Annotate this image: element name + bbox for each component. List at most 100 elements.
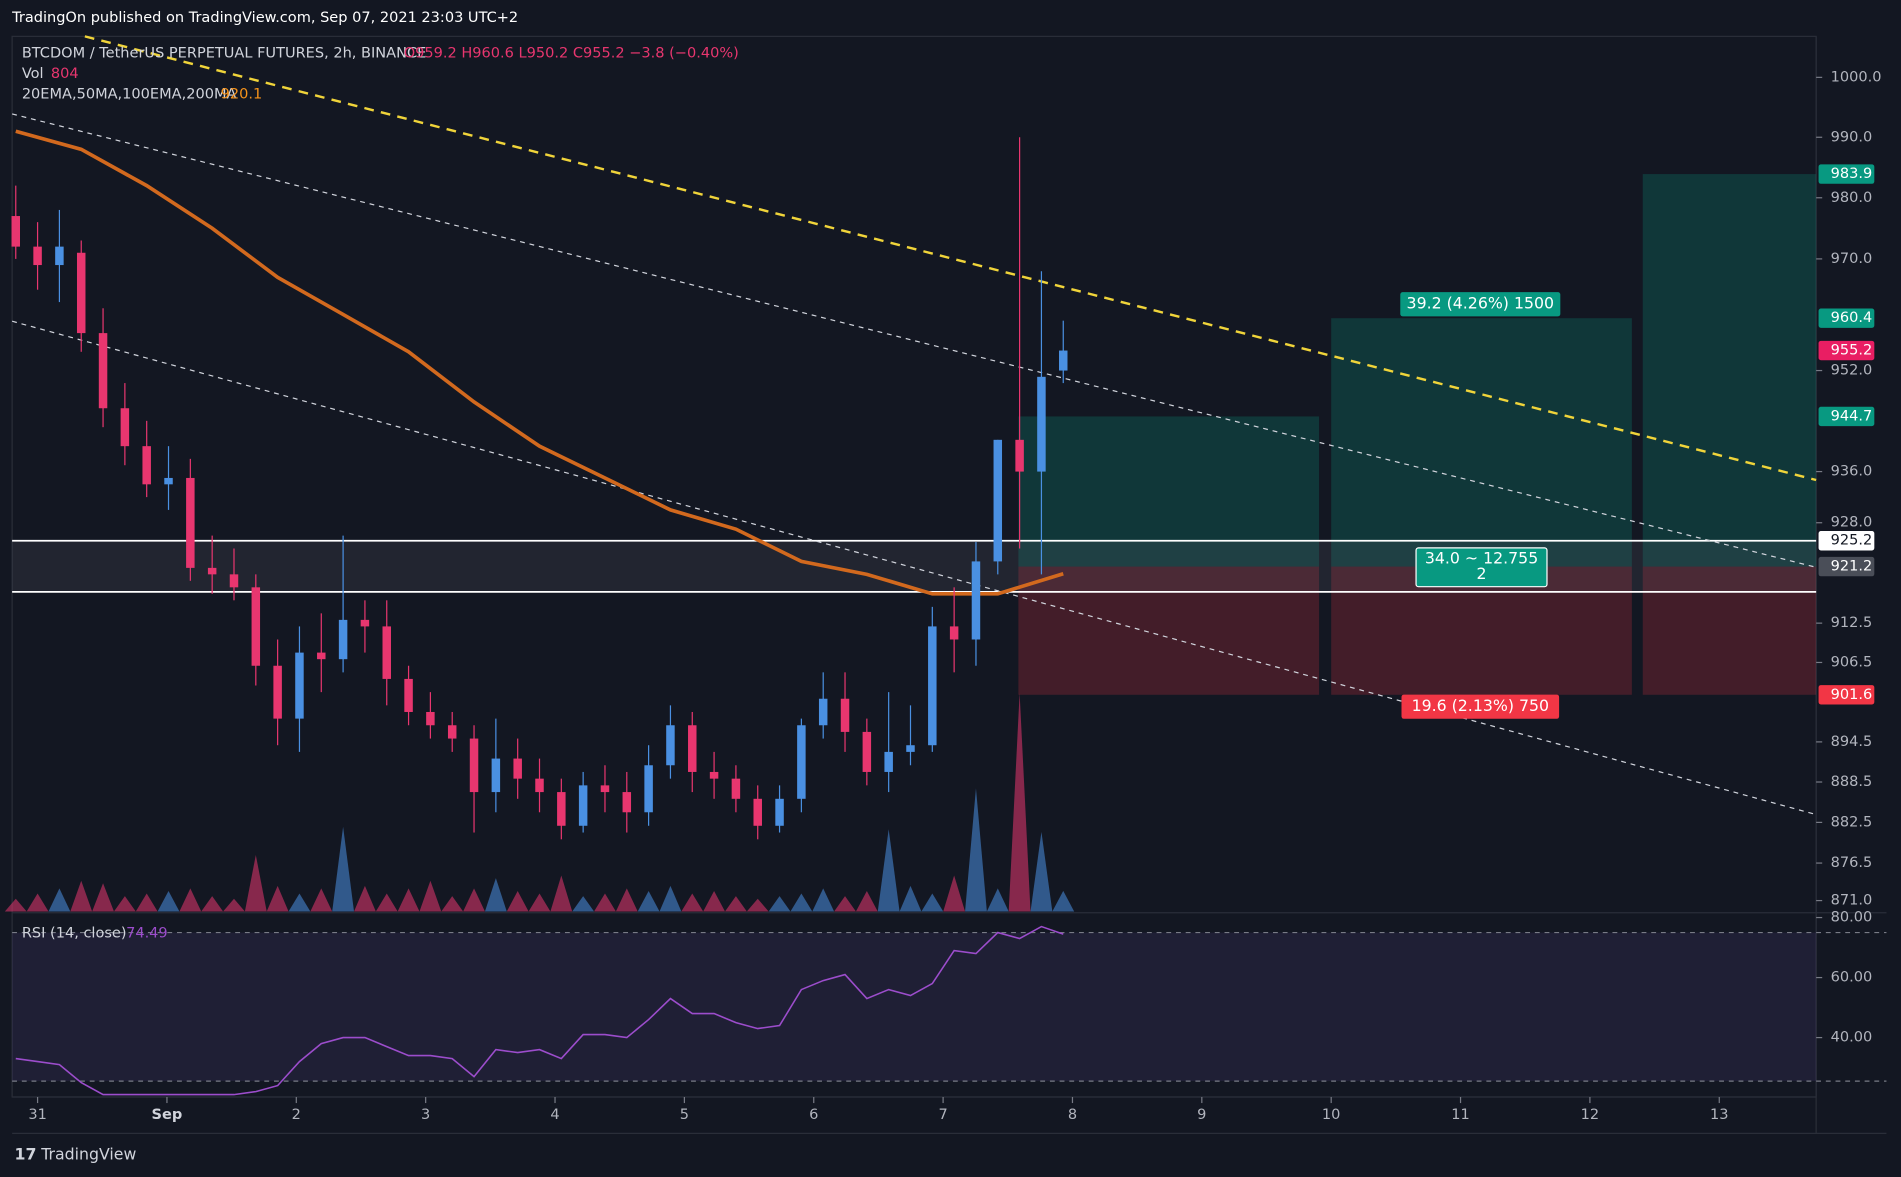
candle-body	[535, 778, 544, 793]
rsi-tick-label: 40.00	[1831, 1030, 1873, 1046]
x-tick-label: 4	[550, 1107, 559, 1123]
position-label: 39.2 (4.26%) 1500	[1407, 294, 1555, 313]
volume	[681, 893, 704, 912]
rsi-band	[12, 932, 1817, 1082]
volume	[375, 893, 398, 912]
volume	[528, 893, 551, 912]
candle-body	[557, 792, 566, 826]
ohlc: O959.2 H960.6 L950.2 C955.2 −3.8 (−0.40%…	[404, 45, 739, 61]
price-tag-label: 955.2	[1831, 343, 1873, 359]
candle-body	[513, 758, 522, 779]
volume	[441, 896, 464, 912]
volume	[1052, 890, 1075, 912]
drawings	[11, 35, 1817, 816]
y-tick-label: 888.5	[1831, 774, 1873, 790]
volume	[463, 888, 485, 912]
position-label: 2	[1477, 564, 1487, 583]
candle-body	[469, 738, 479, 793]
x-tick-label: 3	[421, 1107, 430, 1123]
trend-line	[11, 320, 1817, 816]
volume	[135, 893, 158, 912]
volume	[1030, 831, 1053, 912]
volume	[26, 893, 49, 912]
volume	[354, 885, 376, 912]
loss-zone	[1331, 566, 1632, 695]
volume	[157, 890, 180, 912]
candle-body	[426, 711, 435, 726]
volume	[986, 888, 1009, 912]
footer: TradingView	[40, 1145, 136, 1164]
price-tag-label: 944.7	[1831, 408, 1873, 424]
loss-zone	[1642, 566, 1817, 695]
volume	[899, 885, 922, 912]
volume	[201, 896, 224, 912]
x-tick-label: 7	[938, 1107, 947, 1123]
candle-body	[273, 665, 282, 719]
x-tick-label: 2	[292, 1107, 301, 1123]
candle-body	[338, 619, 348, 660]
ema-value: 920.1	[221, 87, 263, 103]
volume	[244, 855, 267, 912]
price-tag-label: 921.2	[1831, 559, 1873, 575]
price-tag-label: 901.6	[1831, 687, 1873, 703]
candle-body	[207, 567, 217, 575]
position-label-box	[1401, 694, 1560, 719]
candle-body	[578, 785, 588, 826]
profit-zone	[1331, 318, 1632, 567]
x-tick-label: 8	[1068, 1107, 1077, 1123]
rsi-label: RSI (14, close)	[22, 925, 127, 941]
volume	[790, 893, 813, 912]
candle-body	[33, 246, 42, 266]
y-tick-label: 882.5	[1831, 814, 1873, 830]
candle-body	[404, 678, 413, 712]
x-tick-label: 5	[680, 1107, 689, 1123]
marks: 80.00 60.00 40.00 1000.0 990.0 980.0 970.0 952.…	[4, 69, 1887, 1123]
x-tick-label: 6	[809, 1107, 818, 1123]
candle-body	[447, 725, 457, 739]
candle-body	[1059, 350, 1068, 371]
candle-body	[55, 246, 64, 266]
logo: 17	[15, 1145, 37, 1164]
volume	[965, 788, 987, 912]
price-tag	[1818, 164, 1875, 184]
volume	[834, 896, 856, 912]
x-tick-label: 31	[28, 1107, 47, 1123]
volume	[332, 826, 355, 912]
candle-body	[186, 477, 195, 568]
candle-body	[709, 771, 719, 779]
candle-body	[120, 408, 130, 447]
volume	[179, 888, 202, 912]
volume	[659, 885, 682, 912]
candle-body	[98, 333, 108, 409]
candle-body	[971, 561, 981, 640]
price-tag	[1818, 685, 1875, 705]
candle-body	[251, 587, 261, 666]
candle-body	[142, 446, 151, 485]
price-tag	[1818, 406, 1875, 427]
volume	[877, 829, 900, 912]
volume	[855, 890, 878, 912]
volume	[550, 875, 573, 912]
position-label-box	[1415, 547, 1548, 588]
symbol: BTCDOM / TetherUS PERPETUAL FUTURES, 2h,…	[22, 45, 426, 61]
volume	[1008, 693, 1031, 912]
candle-body	[11, 216, 21, 247]
candle-body	[491, 758, 501, 793]
volume	[266, 885, 289, 912]
position-zones	[12, 174, 1817, 695]
volume	[113, 896, 136, 912]
x-tick-label: 9	[1197, 1107, 1206, 1123]
y-tick-label: 912.5	[1831, 615, 1873, 631]
volume	[419, 880, 442, 912]
candle-body	[731, 778, 741, 799]
volume	[594, 893, 616, 912]
y-tick-label: 876.5	[1831, 855, 1873, 871]
y-tick-label: 871.0	[1831, 893, 1873, 909]
y-tick-label: 980.0	[1831, 190, 1873, 206]
candle-body	[753, 798, 762, 826]
x-tick-label: Sep	[152, 1107, 183, 1123]
volume	[615, 888, 638, 912]
candle-body	[622, 792, 632, 813]
rsi-value: 74.49	[126, 925, 168, 941]
volume	[572, 896, 595, 912]
